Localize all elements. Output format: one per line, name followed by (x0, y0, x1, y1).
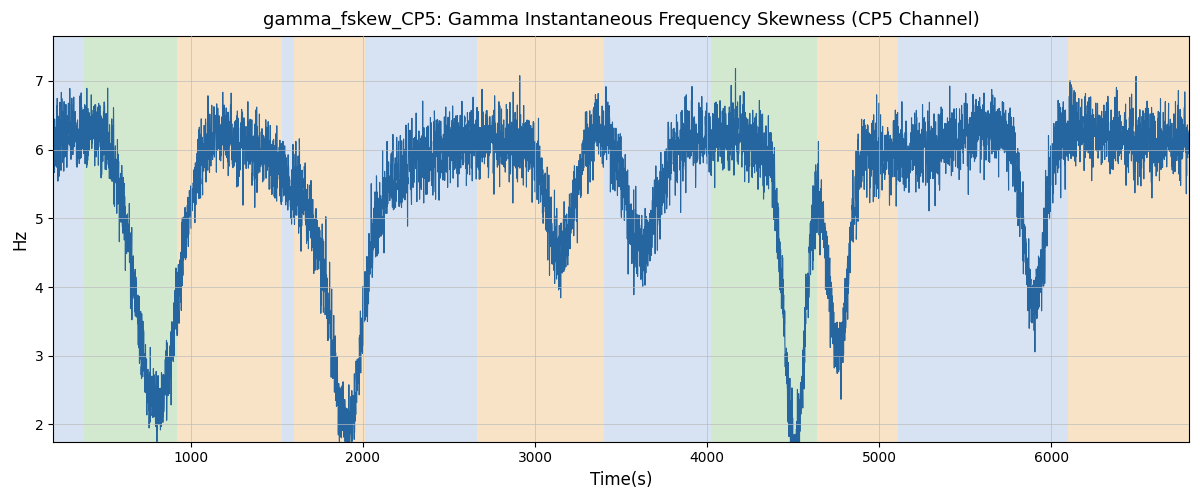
Y-axis label: Hz: Hz (11, 228, 29, 250)
Bar (604, 36, 710, 442)
X-axis label: Time(s): Time(s) (590, 471, 653, 489)
Title: gamma_fskew_CP5: Gamma Instantaneous Frequency Skewness (CP5 Channel): gamma_fskew_CP5: Gamma Instantaneous Fre… (263, 11, 979, 30)
Bar (1068, 36, 1189, 442)
Bar (282, 36, 294, 442)
Bar (53, 36, 84, 442)
Bar (476, 36, 604, 442)
Bar (710, 36, 817, 442)
Bar (294, 36, 365, 442)
Bar (898, 36, 1068, 442)
Bar (178, 36, 282, 442)
Bar (84, 36, 178, 442)
Bar (365, 36, 476, 442)
Bar (817, 36, 898, 442)
